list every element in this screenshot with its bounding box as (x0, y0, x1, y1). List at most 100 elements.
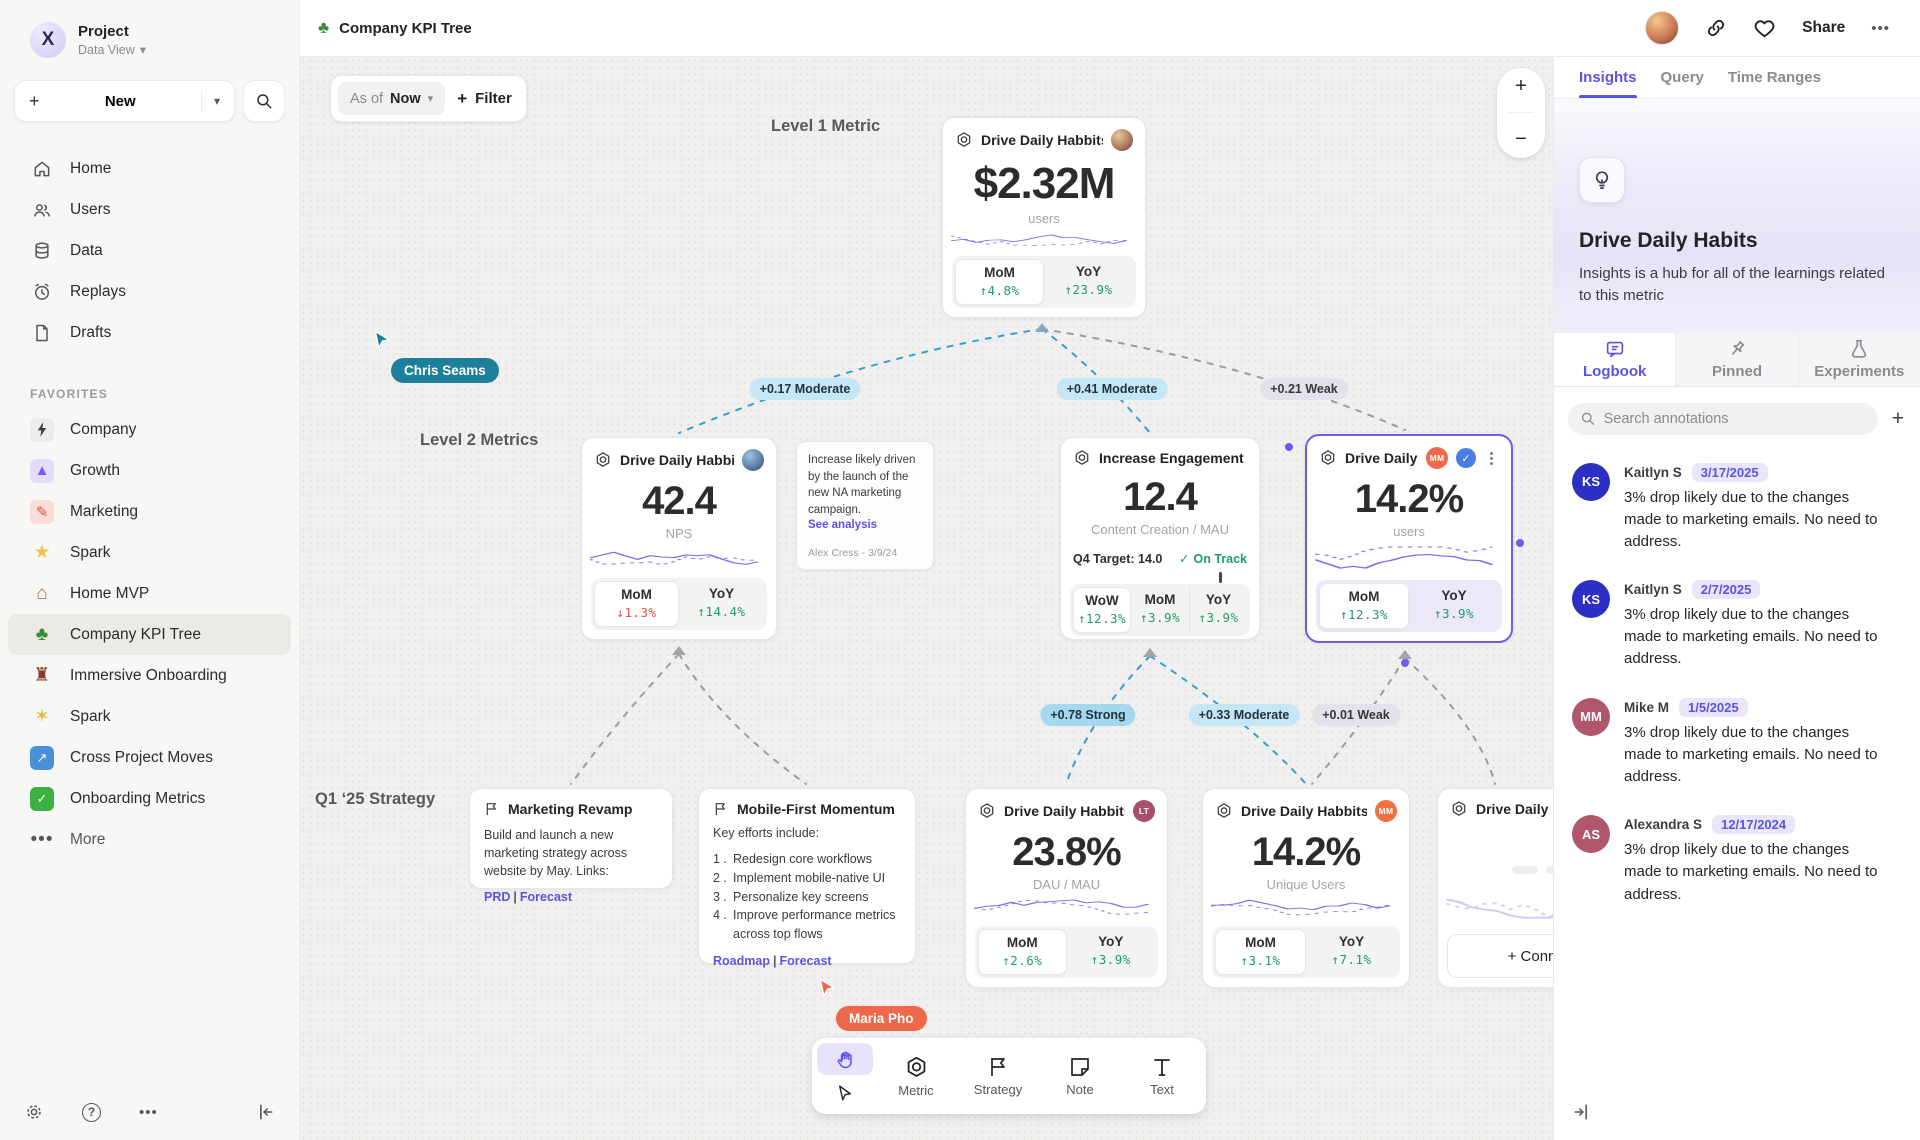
sidebar-item-immersive-onboarding[interactable]: ♜ Immersive Onboarding (8, 655, 291, 696)
collapse-panel-button[interactable] (1572, 1102, 1592, 1122)
favorite-button[interactable] (1753, 17, 1776, 40)
selection-handle[interactable] (1401, 659, 1409, 667)
zoom-in-button[interactable]: + (1515, 75, 1527, 98)
pointer-icon (839, 1085, 851, 1101)
forecast-link[interactable]: Forecast (519, 890, 573, 905)
strategy-card-marketing-revamp[interactable]: Marketing Revamp Build and launch a new … (469, 788, 673, 904)
annotation-note-card[interactable]: Increase likely driven by the launch of … (796, 441, 934, 570)
favorite-label: Spark (70, 543, 111, 561)
metric-value: 23.8% (1012, 830, 1121, 874)
sidebar-item-company[interactable]: Company (8, 409, 291, 450)
help-button[interactable]: ? (82, 1102, 101, 1122)
annotation-search[interactable] (1568, 402, 1878, 435)
tab-insights[interactable]: Insights (1579, 57, 1637, 98)
as-of-dropdown[interactable]: As of Now ▾ (338, 82, 446, 115)
users-icon (34, 203, 50, 217)
connect-button[interactable]: + Connect (1447, 934, 1553, 978)
chevron-down-icon[interactable]: ▾ (213, 94, 220, 108)
annotation-item[interactable]: KS Kaitlyn S 3/17/2025 3% drop likely du… (1572, 462, 1900, 554)
see-analysis-link[interactable]: See analysis (808, 518, 878, 531)
forecast-link[interactable]: Forecast (779, 953, 832, 968)
stat-value: ↑7.1% (1331, 952, 1372, 967)
tab-time-ranges[interactable]: Time Ranges (1727, 69, 1821, 86)
kpi-tree-canvas[interactable]: As of Now ▾ + Filter + − Level 1 Metric … (300, 57, 1553, 1140)
stat-label: MoM (1006, 935, 1038, 950)
zoom-out-button[interactable]: − (1515, 127, 1527, 150)
settings-button[interactable] (24, 1102, 44, 1122)
tab-query[interactable]: Query (1660, 69, 1704, 86)
sidebar-item-users[interactable]: Users (0, 189, 299, 230)
sidebar-item-data[interactable]: Data (0, 230, 299, 271)
card-menu-button[interactable]: ⋮ (1484, 449, 1499, 467)
verified-badge: ✓ (1456, 448, 1476, 468)
metric-card-increase-engagement[interactable]: Increase Engagement 12.4 Content Creatio… (1060, 437, 1260, 640)
metric-tool-button[interactable]: Metric (877, 1043, 955, 1109)
search-button[interactable] (243, 80, 285, 122)
sidebar-item-home-mvp[interactable]: ⌂ Home MVP (8, 573, 291, 614)
sidebar-item-replays[interactable]: Replays (0, 271, 299, 312)
metric-card-unconnected[interactable]: Drive Daily Hab.. + Connect (1437, 788, 1553, 988)
metric-title: Drive Daily Habb.. (1345, 450, 1418, 466)
sidebar-item-drafts[interactable]: Drafts (0, 312, 299, 353)
metric-card-dau-mau[interactable]: Drive Daily Habbits LT 23.8% DAU / MAU M… (965, 788, 1168, 988)
correlation-label[interactable]: +0.33 Moderate (1188, 704, 1300, 726)
share-button[interactable]: Share (1802, 19, 1846, 36)
annotation-date-badge[interactable]: 1/5/2025 (1679, 697, 1748, 717)
correlation-label[interactable]: +0.78 Strong (1040, 704, 1136, 726)
strategy-tool-button[interactable]: Strategy (959, 1043, 1037, 1109)
project-switcher[interactable]: X Project Data View ▾ (0, 0, 299, 58)
more-options-button[interactable]: ••• (139, 1104, 158, 1121)
favorite-label: Marketing (70, 502, 139, 520)
sidebar-item-spark[interactable]: ★ Spark (8, 532, 291, 573)
metric-card-selected[interactable]: Drive Daily Habb.. MM ✓ ⋮ 14.2% users Mo… (1305, 434, 1513, 643)
sidebar-item-marketing[interactable]: ✎ Marketing (8, 491, 291, 532)
user-avatar[interactable] (1645, 11, 1680, 45)
annotation-item[interactable]: KS Kaitlyn S 2/7/2025 3% drop likely due… (1572, 580, 1900, 671)
sidebar-item-home[interactable]: Home (0, 148, 299, 189)
selection-handle[interactable] (1516, 539, 1524, 547)
sparkles-icon: ✶ (34, 706, 50, 727)
subtab-experiments[interactable]: Experiments (1797, 332, 1920, 386)
as-of-value: Now (390, 90, 421, 107)
subtab-pinned[interactable]: Pinned (1675, 332, 1798, 386)
note-tool-button[interactable]: Note (1041, 1043, 1119, 1109)
strategy-card-mobile-first[interactable]: Mobile-First Momentum Key efforts includ… (698, 788, 916, 968)
filter-button[interactable]: + Filter (457, 89, 512, 109)
sidebar-item-onboarding-metrics[interactable]: ✓ Onboarding Metrics (8, 778, 291, 819)
sidebar-item-cross-project-moves[interactable]: ↗ Cross Project Moves (8, 737, 291, 778)
correlation-label[interactable]: +0.21 Weak (1260, 378, 1348, 400)
prd-link[interactable]: PRD (484, 890, 511, 905)
sidebar-item-spark-2[interactable]: ✶ Spark (8, 696, 291, 737)
new-button[interactable]: + New ▾ (14, 80, 235, 122)
annotation-date-badge[interactable]: 12/17/2024 (1712, 815, 1796, 835)
flag-icon (486, 803, 496, 815)
correlation-label[interactable]: +0.41 Moderate (1056, 378, 1168, 400)
sidebar-item-more[interactable]: ••• More (8, 819, 291, 860)
sidebar-item-growth[interactable]: ▲ Growth (8, 450, 291, 491)
metric-card-unique-users[interactable]: Drive Daily Habbits MM 14.2% Unique User… (1202, 788, 1410, 988)
subtab-logbook[interactable]: Logbook (1554, 332, 1676, 386)
project-view[interactable]: Data View ▾ (78, 42, 147, 58)
annotation-date-badge[interactable]: 3/17/2025 (1691, 462, 1768, 482)
correlation-label[interactable]: +0.01 Weak (1312, 704, 1400, 726)
filter-label: Filter (475, 90, 512, 107)
sidebar-item-company-kpi-tree[interactable]: ♣ Company KPI Tree (8, 614, 291, 655)
roadmap-link[interactable]: Roadmap (713, 953, 770, 968)
metric-card-drive-daily-habbits-l1[interactable]: Drive Daily Habbits $2.32M users MoM ↑4.8… (942, 117, 1146, 318)
annotation-item[interactable]: AS Alexandra S 12/17/2024 3% drop likely… (1572, 815, 1900, 906)
correlation-label[interactable]: +0.17 Moderate (749, 378, 861, 400)
annotation-search-input[interactable] (1603, 410, 1866, 427)
connector-anchor (1398, 650, 1412, 659)
annotation-item[interactable]: MM Mike M 1/5/2025 3% drop likely due to… (1572, 697, 1900, 789)
copy-link-button[interactable] (1705, 17, 1727, 39)
collapse-sidebar-button[interactable] (255, 1102, 275, 1122)
annotation-date-badge[interactable]: 2/7/2025 (1691, 580, 1761, 600)
selection-handle[interactable] (1285, 443, 1293, 451)
hand-tool-button[interactable] (817, 1043, 873, 1075)
add-annotation-button[interactable]: + (1891, 406, 1904, 430)
link-separator: | (772, 953, 777, 968)
overflow-menu-button[interactable]: ••• (1871, 20, 1890, 37)
metric-card-nps[interactable]: Drive Daily Habbits 42.4 NPS MoM ↓1.3% Yo… (581, 437, 777, 640)
text-tool-button[interactable]: Text (1123, 1043, 1201, 1109)
select-tool-button[interactable] (817, 1077, 873, 1109)
